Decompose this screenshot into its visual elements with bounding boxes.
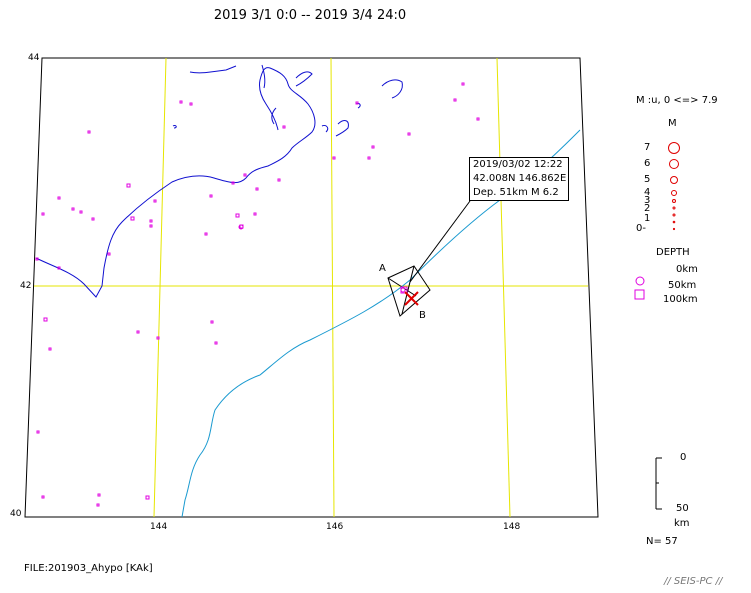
graticule [34, 57, 588, 518]
section-label-a: A [379, 263, 386, 274]
magnitude-label-0: 0- [636, 223, 646, 234]
magnitude-circle-icon [668, 142, 680, 231]
magnitude-label-2: 2 [644, 203, 651, 214]
callout-depth-magnitude: Dep. 51km M 6.2 [473, 187, 559, 198]
event-callout: 2019/03/02 12:22 42.008N 146.862E Dep. 5… [469, 157, 569, 201]
lat-tick-42: 42 [20, 281, 32, 291]
scale-unit-label: km [674, 518, 690, 529]
depth-scale-bar [655, 457, 662, 510]
coastline [35, 64, 403, 298]
magnitude-label-7: 7 [644, 142, 651, 153]
magnitude-label-6: 6 [644, 158, 651, 169]
event-count: N= 57 [646, 536, 678, 547]
lon-tick-146: 146 [326, 522, 344, 532]
depth-square-icon [634, 276, 645, 300]
lat-tick-44: 44 [28, 53, 40, 63]
file-label: FILE:201903_Ahypo [KAk] [24, 563, 153, 574]
brand-label: // SEIS-PC // [664, 576, 723, 587]
magnitude-heading: M [668, 118, 677, 129]
magnitude-range: M :u, 0 <=> 7.9 [636, 95, 718, 106]
lon-tick-144: 144 [150, 522, 168, 532]
lat-tick-40: 40 [10, 509, 22, 519]
magnitude-label-5: 5 [644, 174, 651, 185]
epicenters [35, 82, 480, 507]
magnitude-label-1: 1 [644, 213, 651, 224]
scale-bottom-label: 50 [676, 503, 689, 514]
callout-datetime: 2019/03/02 12:22 [473, 159, 563, 170]
callout-leader [409, 200, 471, 283]
magnitude-label-4: 4 [644, 187, 651, 198]
map-frame [24, 57, 599, 518]
magnitude-label-3: 3 [644, 195, 651, 206]
map-title: 2019 3/1 0:0 -- 2019 3/4 24:0 [213, 8, 407, 23]
callout-location: 42.008N 146.862E [473, 173, 567, 184]
lon-tick-148: 148 [503, 522, 521, 532]
scale-top-label: 0 [680, 452, 687, 463]
depth-label-0km: 0km [676, 264, 698, 275]
depth-label-100km: 100km [663, 294, 698, 305]
depth-heading: DEPTH [656, 247, 690, 258]
depth-label-50km: 50km [668, 280, 697, 291]
cross-section-box [387, 200, 471, 317]
mainshock-cross-icon [404, 291, 419, 306]
section-label-b: B [419, 310, 426, 321]
